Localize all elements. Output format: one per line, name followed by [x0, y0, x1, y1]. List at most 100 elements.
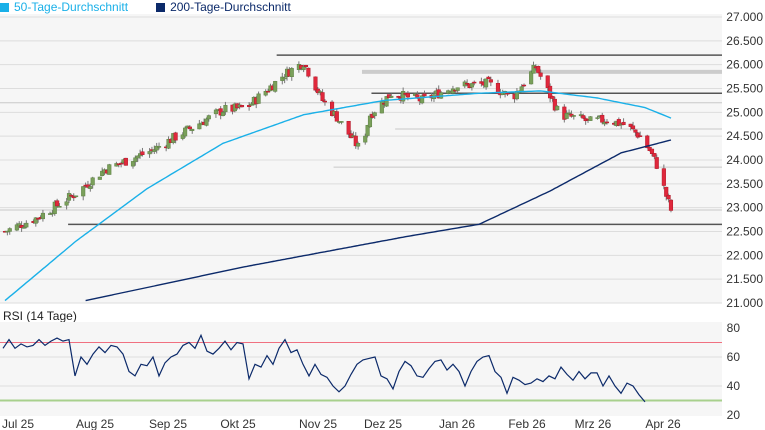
candle-up [74, 195, 79, 198]
candle-up [88, 186, 93, 189]
candle-down [405, 93, 410, 98]
candle-up [564, 113, 569, 119]
y-tick-label: 25.000 [726, 105, 763, 119]
legend-label: 200-Tage-Durchschnitt [170, 0, 291, 14]
candle-down [472, 81, 477, 84]
legend-item-ma200[interactable]: 200-Tage-Durchschnitt [156, 0, 291, 14]
rsi-y-tick-label: 80 [727, 321, 741, 335]
candle-down [396, 95, 401, 98]
candle-up [301, 66, 306, 71]
candle-up [90, 177, 95, 186]
candle-down [495, 83, 501, 94]
candle-down [631, 125, 636, 130]
candle-up [190, 128, 195, 131]
candle-up [273, 81, 278, 92]
legend: 50-Tage-Durchschnitt 200-Tage-Durchschni… [0, 0, 291, 14]
candle-up [469, 83, 474, 88]
candle-down [616, 119, 621, 126]
candle-up [180, 134, 185, 139]
candle-down [334, 111, 339, 122]
candle-up [384, 96, 389, 107]
candle-down [486, 76, 491, 79]
candle-down [649, 148, 655, 154]
candle-down [581, 115, 586, 119]
candle-down [346, 120, 351, 135]
candle-up [135, 155, 140, 159]
candle-up [57, 206, 62, 208]
candle-up [17, 223, 22, 227]
candle-up [24, 222, 29, 228]
x-tick-label: Jul 25 [2, 417, 34, 430]
candle-up [571, 115, 576, 117]
y-tick-label: 23.500 [726, 177, 763, 191]
candle-down [19, 225, 24, 228]
candle-up [154, 145, 159, 151]
candle-down [545, 75, 550, 89]
candle-down [536, 66, 541, 73]
candle-down [422, 93, 427, 97]
candle-down [239, 105, 245, 108]
candle-up [81, 186, 86, 197]
candle-down [266, 90, 271, 93]
candle-down [322, 100, 327, 103]
candle-up [204, 118, 209, 126]
candle-up [401, 91, 406, 102]
rsi-y-tick-label: 20 [727, 408, 741, 422]
candle-up [567, 112, 572, 115]
ma200-line [85, 139, 672, 302]
candle-up [220, 112, 226, 116]
candle-up [21, 227, 27, 229]
y-tick-label: 21.500 [726, 272, 763, 286]
ma50-swatch-icon [0, 2, 9, 12]
legend-item-ma50[interactable]: 50-Tage-Durchschnitt [0, 0, 128, 14]
candle-down [123, 157, 128, 166]
candle-down [315, 88, 320, 94]
y-tick-label: 27.000 [726, 10, 763, 24]
rsi-title: RSI (14 Tage) [3, 309, 77, 323]
candle-up [152, 149, 157, 152]
candle-down [521, 84, 527, 87]
candle-up [372, 112, 377, 117]
candle-down [666, 195, 671, 200]
candle-down [173, 132, 178, 141]
candle-up [282, 77, 287, 80]
x-tick-label: Jan 26 [439, 417, 475, 430]
y-tick-label: 26.500 [726, 34, 763, 48]
candle-up [107, 164, 112, 175]
rsi-y-tick-label: 40 [727, 379, 741, 393]
x-tick-label: Dez 25 [364, 417, 402, 430]
candle-down [621, 121, 626, 125]
candle-down [85, 184, 91, 188]
candle-down [664, 186, 669, 197]
candle-down [661, 168, 666, 186]
candle-down [353, 135, 358, 147]
candle-up [7, 228, 12, 232]
candle-down [119, 162, 124, 165]
candle-down [36, 218, 41, 220]
candle-up [339, 121, 344, 123]
candle-up [289, 68, 294, 78]
candle-up [484, 78, 489, 88]
legend-label: 50-Tage-Durchschnitt [14, 0, 129, 14]
y-tick-label: 25.500 [726, 82, 763, 96]
candle-up [183, 127, 188, 137]
y-tick-label: 22.500 [726, 225, 763, 239]
candle-up [555, 105, 560, 111]
candle-up [64, 201, 69, 206]
x-tick-label: Okt 25 [220, 417, 256, 430]
candle-up [223, 105, 228, 113]
candle-up [595, 117, 600, 119]
candle-up [588, 116, 593, 121]
candle-up [206, 115, 211, 120]
candle-down [69, 194, 74, 197]
candle-up [14, 224, 19, 231]
ma50-line [4, 90, 672, 302]
candle-down [668, 199, 674, 211]
candle-down [187, 126, 192, 130]
y-tick-label: 23.000 [726, 201, 763, 215]
candle-up [197, 123, 202, 130]
candle-up [166, 139, 171, 149]
candle-down [55, 200, 60, 207]
